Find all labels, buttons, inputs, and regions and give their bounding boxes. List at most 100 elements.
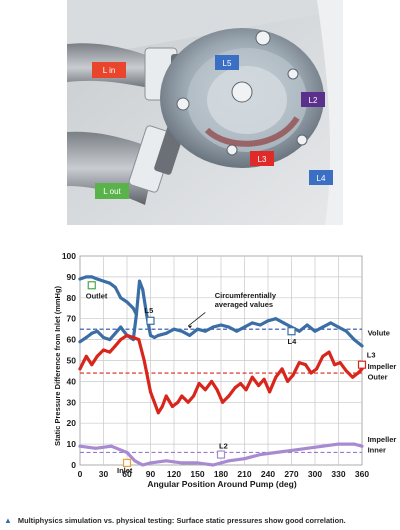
series-point (109, 444, 113, 448)
svg-text:L2: L2 (309, 96, 318, 105)
tag-l2: L2 (301, 92, 325, 107)
series-point (321, 444, 325, 448)
series-point (152, 336, 156, 340)
y-tick-label: 0 (71, 460, 76, 470)
series-point (338, 361, 342, 365)
series-point (95, 277, 99, 281)
series-point (119, 338, 123, 342)
series-point (156, 411, 160, 415)
series-point (137, 338, 141, 342)
series-point (274, 375, 278, 379)
series-point (356, 371, 360, 375)
measurement-marker (146, 316, 155, 325)
series-point (329, 321, 333, 325)
series-point (268, 390, 272, 394)
tag-l4: L4 (309, 170, 333, 185)
measurement-marker (216, 450, 226, 459)
y-tick-label: 100 (62, 251, 76, 261)
series-point (257, 384, 261, 388)
marker-label: L2 (219, 442, 228, 451)
y-tick-label: 80 (67, 293, 77, 303)
series-point (131, 306, 135, 310)
tag-l5: L5 (215, 55, 239, 70)
series-point (142, 359, 146, 362)
series-point (215, 388, 219, 392)
chart-annotation: averaged values (215, 300, 273, 309)
series-point (172, 327, 176, 331)
series-point (113, 344, 117, 348)
series-point (219, 323, 223, 327)
series-point (203, 388, 207, 392)
series-point (352, 338, 356, 342)
chart-series (78, 275, 364, 467)
series-point (315, 367, 319, 371)
series-point (360, 444, 364, 448)
series-point (164, 394, 168, 398)
y-tick-label: 40 (67, 376, 77, 386)
x-tick-label: 180 (214, 469, 228, 479)
series-point (84, 275, 88, 279)
series-point (186, 400, 190, 404)
chart-annotation: Inner (368, 445, 386, 454)
series-point (297, 329, 301, 333)
series-point (133, 459, 137, 463)
y-tick-label: 90 (67, 272, 77, 282)
x-axis-label: Angular Position Around Pump (deg) (147, 479, 297, 489)
measurement-marker (287, 327, 296, 336)
series-point (250, 375, 254, 379)
series-point (125, 450, 129, 454)
chart-annotation: L3 (367, 350, 376, 359)
chart-annotation: Volute (368, 328, 390, 337)
series-point (243, 325, 246, 329)
series-point (290, 448, 293, 452)
series-point (227, 394, 231, 398)
series-point (344, 329, 348, 333)
series-point (211, 463, 215, 467)
series-point (297, 361, 301, 365)
series-point (196, 327, 199, 331)
series-point (119, 296, 123, 300)
series-point (108, 281, 112, 285)
series-point (344, 369, 348, 373)
svg-text:L5: L5 (223, 59, 232, 68)
series-point (131, 336, 135, 340)
series-point (141, 287, 145, 291)
x-tick-label: 30 (99, 469, 109, 479)
x-tick-label: 90 (146, 469, 156, 479)
series-point (125, 300, 129, 304)
series-point (337, 442, 340, 446)
series-point (134, 313, 138, 317)
series-point (235, 329, 239, 333)
series-point (84, 354, 88, 358)
series-point (321, 325, 325, 329)
series-point (321, 354, 325, 358)
series-point (149, 390, 152, 394)
series-point (180, 329, 184, 333)
series-point (233, 386, 237, 390)
series-point (227, 459, 231, 463)
series-point (192, 394, 196, 398)
annotation-arrowhead (188, 325, 193, 329)
y-tick-label: 30 (67, 397, 77, 407)
svg-text:L out: L out (103, 187, 121, 196)
series-point (95, 354, 99, 358)
series-point (78, 340, 82, 344)
series-point (94, 446, 98, 450)
series-point (84, 336, 88, 340)
series-point (244, 388, 248, 392)
series-point (280, 367, 284, 371)
series-point (262, 377, 266, 381)
series-point (156, 333, 160, 337)
y-axis-label: Static Pressure Difference from Inlet (m… (53, 285, 62, 446)
x-tick-label: 240 (261, 469, 275, 479)
series-point (337, 325, 340, 329)
series-point (90, 331, 94, 335)
x-tick-label: 360 (355, 469, 369, 479)
marker-label: Inlet (117, 466, 133, 475)
series-point (274, 450, 278, 454)
series-point (333, 363, 337, 367)
series-point (352, 442, 356, 446)
series-point (113, 331, 117, 335)
series-point (211, 325, 215, 329)
series-point (250, 321, 254, 325)
